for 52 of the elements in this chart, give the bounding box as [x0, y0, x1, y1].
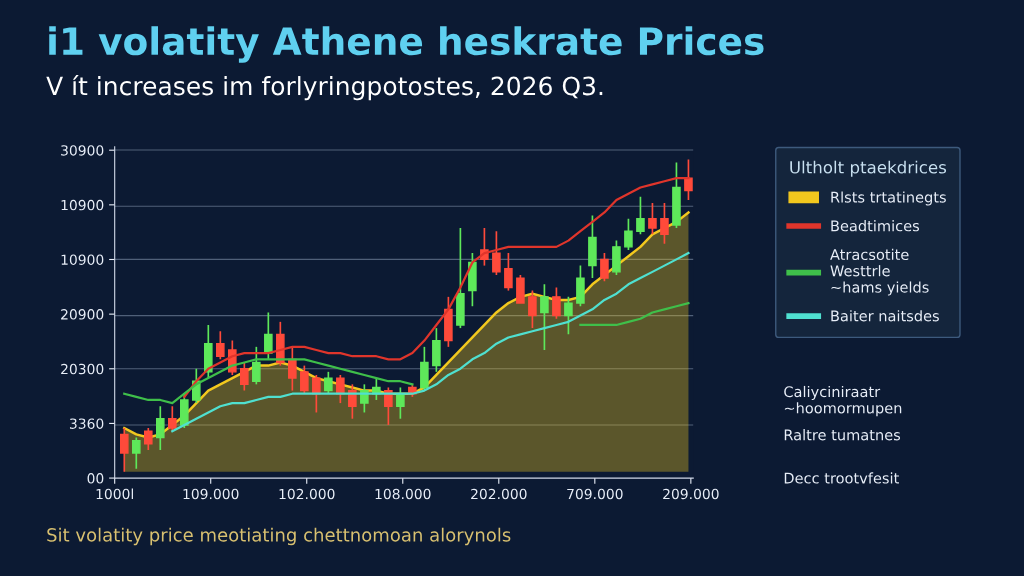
candlestick	[324, 371, 333, 395]
legend-label: Rlsts trtatinegts	[831, 191, 946, 206]
candlestick	[624, 217, 633, 251]
candlestick	[300, 364, 309, 395]
candlestick	[660, 202, 669, 245]
text: Raltre tumatnes	[784, 429, 901, 441]
candlestick	[396, 386, 405, 420]
candlestick	[168, 405, 177, 433]
candlestick	[636, 196, 645, 236]
candlestick	[264, 311, 273, 361]
candlestick	[336, 374, 345, 404]
text: 3360	[69, 418, 104, 429]
candlestick	[564, 296, 573, 336]
candlestick	[240, 361, 249, 392]
text: 10900	[61, 199, 104, 211]
candlestick	[528, 289, 537, 329]
candlestick	[600, 252, 609, 283]
candlestick	[684, 158, 693, 201]
candlestick	[156, 405, 165, 451]
candlestick	[540, 283, 549, 351]
text: 202.000	[471, 488, 527, 500]
text: 1000l	[96, 488, 133, 500]
text: 102.000	[279, 488, 335, 500]
candlestick	[312, 374, 321, 414]
text: 709.000	[567, 488, 623, 500]
text: 108.000	[375, 488, 431, 500]
text: 30900	[61, 145, 104, 156]
candlestick	[216, 330, 225, 361]
legend-label: Beadtimices	[831, 220, 920, 232]
legend-title: Ultholt ptaekdrices	[790, 160, 947, 177]
candlestick	[288, 346, 297, 392]
chart-title: i1 volatity Athene heskrate Prices	[49, 26, 764, 63]
text: Sit volatity price meotiating chettnomoan alorynols	[47, 527, 511, 546]
text: Caliyciniraatr ~hoomormupen	[784, 385, 902, 417]
candlestick	[131, 436, 141, 470]
candlestick	[119, 427, 129, 473]
text: 20900	[61, 309, 104, 320]
text: 109.000	[183, 488, 239, 500]
candlestick	[552, 286, 561, 320]
text: 20300	[61, 363, 104, 375]
chart-subtitle: V ít increases im forlyringpotostes, 2026 Q3.	[46, 75, 603, 101]
candlestick	[648, 202, 657, 236]
candlestick	[144, 427, 153, 451]
candlestick	[252, 346, 261, 386]
text: Decc trootvfesit	[784, 472, 899, 484]
legend-label: Baiter naitsdes	[831, 310, 939, 322]
legend-label: Atracsotite Westtrle ~hams yields	[830, 248, 929, 296]
text: 10900	[61, 254, 104, 265]
candlestick	[504, 252, 513, 292]
text: 209.000	[663, 488, 719, 500]
candlestick	[492, 230, 501, 276]
text: 00	[87, 473, 104, 484]
